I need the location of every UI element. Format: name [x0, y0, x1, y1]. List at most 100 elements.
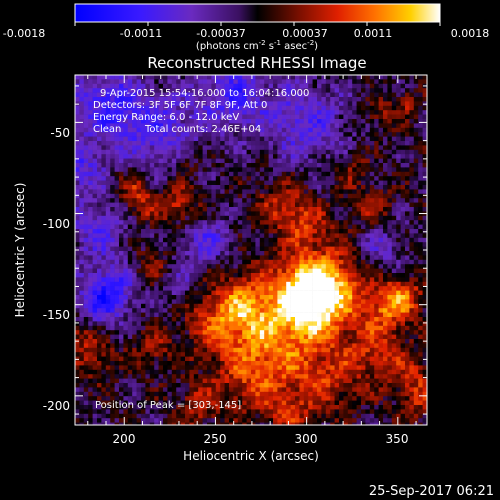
heatmap-cell: [251, 343, 256, 349]
heatmap-cell: [123, 185, 129, 190]
heatmap-cell: [277, 114, 283, 120]
heatmap-cell: [325, 119, 331, 124]
heatmap-cell: [290, 259, 296, 265]
heatmap-cell: [193, 330, 199, 335]
heatmap-cell: [277, 123, 283, 129]
heatmap-cell: [400, 198, 406, 203]
heatmap-cell: [413, 167, 419, 173]
heatmap-cell: [339, 303, 344, 309]
heatmap-cell: [369, 237, 375, 243]
heatmap-cell: [233, 105, 239, 111]
heatmap-cell: [79, 242, 85, 247]
heatmap-cell: [145, 92, 151, 98]
heatmap-cell: [154, 215, 159, 221]
heatmap-cell: [290, 83, 296, 89]
heatmap-cell: [273, 277, 278, 283]
heatmap-cell: [224, 317, 230, 322]
heatmap-cell: [405, 123, 410, 129]
heatmap-cell: [215, 259, 221, 265]
heatmap-cell: [110, 158, 115, 164]
heatmap-cell: [352, 145, 357, 151]
heatmap-cell: [114, 114, 120, 120]
heatmap-cell: [343, 83, 349, 89]
heatmap-cell: [330, 189, 335, 195]
heatmap-cell: [242, 343, 247, 349]
heatmap-cell: [308, 114, 313, 120]
heatmap-cell: [141, 154, 146, 159]
heatmap-cell: [317, 325, 322, 331]
heatmap-cell: [303, 259, 309, 265]
heatmap-cell: [145, 303, 151, 309]
heatmap-cell: [400, 171, 406, 177]
heatmap-cell: [132, 88, 137, 93]
heatmap-cell: [334, 145, 340, 151]
heatmap-cell: [422, 242, 428, 247]
heatmap-cell: [242, 220, 247, 225]
heatmap-cell: [207, 295, 212, 300]
heatmap-cell: [259, 325, 265, 331]
heatmap-cell: [242, 132, 247, 137]
heatmap-cell: [387, 215, 393, 221]
heatmap-cell: [391, 97, 397, 102]
heatmap-cell: [312, 149, 318, 155]
heatmap-cell: [365, 97, 371, 102]
heatmap-cell: [330, 290, 335, 296]
heatmap-cell: [409, 339, 415, 344]
heatmap-cell: [356, 211, 362, 217]
heatmap-cell: [207, 193, 212, 199]
heatmap-cell: [158, 97, 164, 102]
heatmap-cell: [365, 312, 371, 318]
heatmap-cell: [149, 259, 155, 265]
heatmap-cell: [185, 299, 190, 305]
heatmap-cell: [198, 171, 203, 177]
heatmap-cell: [290, 189, 296, 195]
heatmap-cell: [211, 79, 217, 85]
heatmap-cell: [343, 246, 349, 252]
heatmap-cell: [330, 83, 335, 89]
heatmap-cell: [409, 290, 415, 296]
heatmap-cell: [317, 189, 322, 195]
heatmap-cell: [295, 246, 300, 252]
heatmap-cell: [171, 277, 177, 283]
heatmap-cell: [255, 198, 261, 203]
heatmap-cell: [180, 251, 186, 256]
heatmap-cell: [154, 325, 159, 331]
heatmap-cell: [409, 325, 415, 331]
heatmap-cell: [405, 224, 410, 230]
heatmap-cell: [295, 330, 300, 335]
heatmap-cell: [101, 308, 107, 313]
heatmap-cell: [422, 154, 428, 159]
heatmap-cell: [273, 75, 278, 80]
heatmap-cell: [189, 299, 195, 305]
heatmap-cell: [233, 145, 239, 151]
heatmap-cell: [334, 215, 340, 221]
heatmap-cell: [79, 308, 85, 313]
heatmap-cell: [185, 325, 190, 331]
heatmap-cell: [141, 75, 146, 80]
heatmap-cell: [83, 273, 89, 278]
heatmap-cell: [229, 308, 234, 313]
heatmap-cell: [189, 246, 195, 252]
heatmap-cell: [154, 119, 159, 124]
heatmap-cell: [211, 290, 217, 296]
heatmap-cell: [413, 119, 419, 124]
heatmap-cell: [273, 281, 278, 287]
heatmap-cell: [158, 251, 164, 256]
heatmap-cell: [145, 110, 151, 115]
heatmap-cell: [255, 215, 261, 221]
heatmap-cell: [255, 136, 261, 142]
heatmap-cell: [317, 224, 322, 230]
heatmap-cell: [422, 255, 428, 261]
heatmap-cell: [339, 229, 344, 234]
heatmap-cell: [255, 343, 261, 349]
heatmap-cell: [286, 255, 291, 261]
heatmap-cell: [400, 154, 406, 159]
heatmap-cell: [396, 127, 401, 133]
heatmap-cell: [295, 237, 300, 243]
heatmap-cell: [193, 189, 199, 195]
heatmap-cell: [273, 105, 278, 111]
heatmap-cell: [163, 330, 168, 335]
heatmap-cell: [224, 97, 230, 102]
heatmap-cell: [97, 101, 102, 107]
heatmap-cell: [343, 176, 349, 181]
